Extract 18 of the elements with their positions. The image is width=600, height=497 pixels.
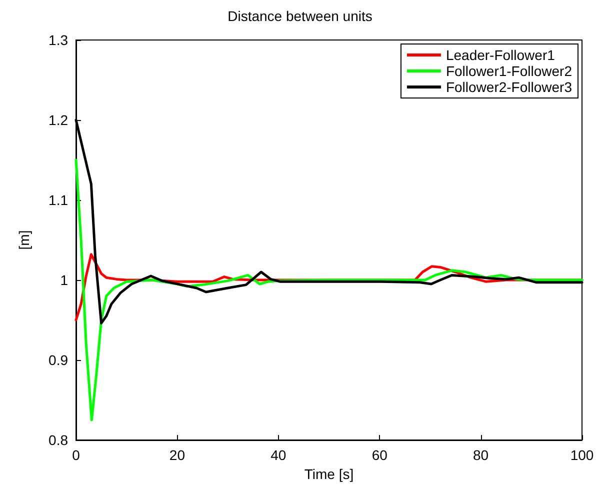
x-axis-title: Time [s] — [304, 466, 354, 482]
legend-label: Leader-Follower1 — [446, 47, 556, 63]
y-tick-label: 0.9 — [48, 352, 68, 368]
x-tick-label: 80 — [473, 447, 489, 463]
y-tick-label: 1.1 — [48, 192, 68, 208]
x-tick-label: 20 — [169, 447, 186, 463]
chart-title: Distance between units — [228, 8, 372, 24]
x-tick-label: 0 — [72, 447, 80, 463]
y-tick-label: 1 — [60, 272, 68, 288]
x-tick-label: 60 — [372, 447, 388, 463]
legend-label: Follower1-Follower2 — [446, 63, 572, 79]
legend-label: Follower2-Follower3 — [446, 79, 572, 95]
y-tick-label: 1.2 — [48, 112, 68, 128]
y-tick-label: 0.8 — [48, 432, 68, 448]
x-tick-label: 40 — [270, 447, 286, 463]
y-axis-title: [m] — [16, 230, 32, 250]
x-tick-label: 100 — [570, 447, 594, 463]
y-tick-label: 1.3 — [48, 32, 68, 48]
